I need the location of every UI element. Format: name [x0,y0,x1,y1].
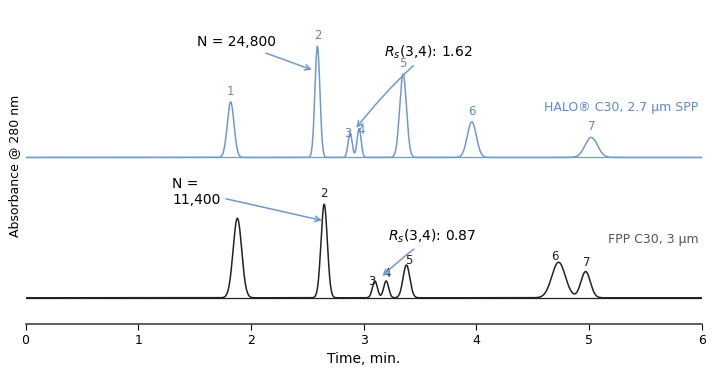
Text: 7: 7 [588,120,595,133]
Text: 2: 2 [313,29,321,42]
Text: 6: 6 [551,251,559,263]
Text: 2: 2 [321,187,328,200]
Text: N = 24,800: N = 24,800 [197,35,311,70]
Text: 7: 7 [583,257,590,269]
Text: 5: 5 [399,57,407,70]
Y-axis label: Absorbance @ 280 nm: Absorbance @ 280 nm [9,95,21,237]
Text: 3: 3 [368,275,375,288]
Text: 6: 6 [468,104,476,117]
Text: 5: 5 [405,254,413,267]
Text: HALO® C30, 2.7 μm SPP: HALO® C30, 2.7 μm SPP [544,101,698,114]
Text: 3: 3 [344,127,351,140]
X-axis label: Time, min.: Time, min. [327,352,401,366]
Text: 1: 1 [227,85,234,98]
Text: $R_s$(3,4): 1.62: $R_s$(3,4): 1.62 [357,44,473,126]
Text: 4: 4 [383,267,391,280]
Text: $R_s$(3,4): 0.87: $R_s$(3,4): 0.87 [383,227,477,275]
Text: FPP C30, 3 μm: FPP C30, 3 μm [608,233,698,246]
Text: 4: 4 [358,125,365,138]
Text: N =
11,400: N = 11,400 [172,177,321,221]
